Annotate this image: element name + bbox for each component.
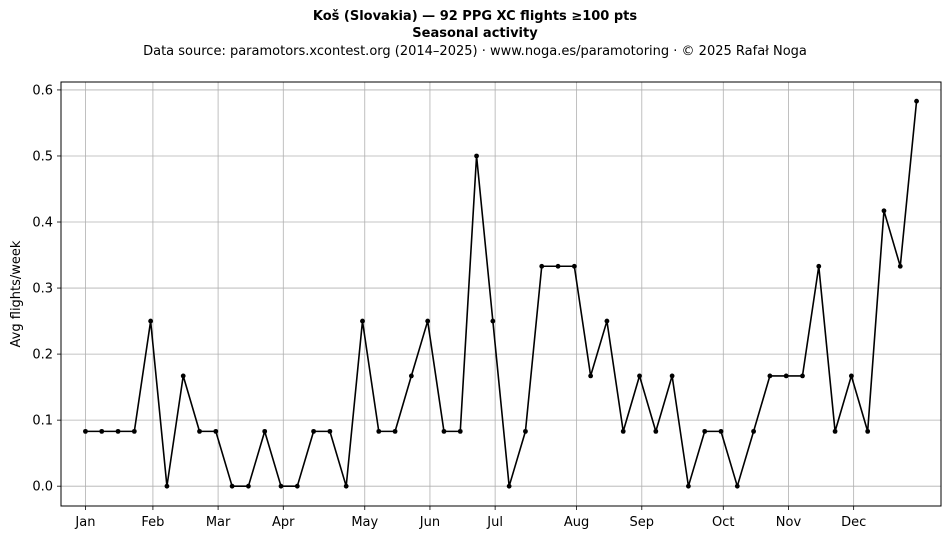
data-point (392, 428, 398, 434)
y-tick-label: 0.5 (32, 149, 53, 164)
data-point (506, 483, 512, 489)
data-point (213, 428, 219, 434)
data-point (327, 428, 333, 434)
data-point (686, 483, 691, 489)
data-point (832, 428, 838, 434)
data-point (914, 98, 919, 104)
x-tick-label: Jun (419, 515, 440, 530)
data-point (767, 373, 773, 379)
data-point (376, 428, 382, 434)
data-point (897, 263, 903, 269)
data-point (865, 428, 871, 434)
x-tick-label: Apr (272, 515, 295, 530)
chart-titles: Koš (Slovakia) — 92 PPG XC flights ≥100 … (0, 8, 950, 61)
data-point (816, 263, 822, 269)
x-tick-label: Jul (486, 515, 503, 530)
y-tick-label: 0.6 (32, 83, 53, 98)
data-point (800, 373, 805, 379)
data-point (457, 428, 463, 434)
x-axis: Jan Feb Mar Apr May Jun Jul Aug Sep Oct Nov Dec (74, 506, 866, 530)
data-point (881, 208, 887, 214)
grid-lines (61, 82, 941, 506)
data-point (99, 428, 105, 434)
y-tick-label: 0.0 (32, 480, 53, 495)
x-tick-label: Nov (776, 515, 802, 530)
data-point (734, 483, 740, 489)
x-tick-label: Dec (841, 515, 866, 530)
y-axis-label: Avg flights/week (9, 240, 24, 347)
x-tick-label: Aug (564, 515, 589, 530)
chart-source: Data source: paramotors.xcontest.org (20… (143, 44, 807, 59)
data-point (246, 483, 251, 489)
data-point (620, 428, 626, 434)
data-point (637, 373, 642, 379)
series-layer (83, 98, 919, 489)
data-point (588, 373, 594, 379)
x-tick-label: Mar (206, 515, 231, 530)
data-point (408, 373, 414, 379)
data-point (490, 318, 496, 324)
data-point (164, 483, 170, 489)
data-point (83, 428, 88, 434)
data-point (571, 263, 577, 269)
x-tick-label: Feb (141, 515, 164, 530)
data-point (131, 428, 137, 434)
data-point (848, 373, 854, 379)
data-point (311, 428, 316, 434)
data-point (180, 373, 186, 379)
x-tick-label: May (351, 515, 378, 530)
data-point (474, 153, 479, 159)
data-point (555, 263, 561, 269)
chart-title: Koš (Slovakia) — 92 PPG XC flights ≥100 … (312, 9, 638, 24)
chart-subtitle: Seasonal activity (412, 26, 538, 41)
data-point (718, 428, 724, 434)
x-tick-label: Sep (630, 515, 655, 530)
data-point (148, 318, 154, 324)
data-point (229, 483, 235, 489)
data-point (425, 318, 431, 324)
y-tick-label: 0.4 (32, 216, 53, 231)
data-point (702, 428, 708, 434)
data-point (669, 373, 675, 379)
data-point (604, 318, 610, 324)
y-axis: 0.0 0.1 0.2 0.3 0.4 0.5 0.6 (32, 83, 61, 495)
data-point (441, 428, 447, 434)
y-tick-label: 0.2 (32, 348, 53, 363)
data-point (523, 428, 528, 434)
x-tick-label: Oct (712, 515, 734, 530)
data-point (343, 483, 349, 489)
y-tick-label: 0.3 (32, 282, 53, 297)
series-line (85, 101, 918, 487)
y-tick-label: 0.1 (32, 414, 53, 429)
data-point (539, 263, 545, 269)
data-point (115, 428, 121, 434)
data-point (360, 318, 365, 324)
data-point (294, 483, 300, 489)
plot-frame (60, 81, 942, 507)
x-tick-label: Jan (74, 515, 95, 530)
data-point (783, 373, 789, 379)
data-point (197, 428, 202, 434)
data-point (278, 483, 284, 489)
data-point (653, 428, 659, 434)
data-point (262, 428, 268, 434)
data-point (751, 428, 756, 434)
